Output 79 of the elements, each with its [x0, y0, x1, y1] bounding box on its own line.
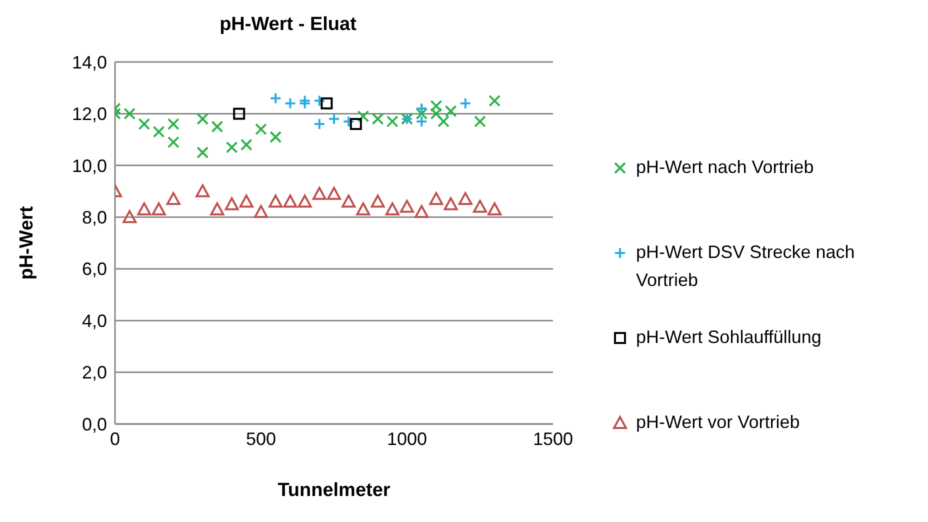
point: [196, 112, 209, 125]
y-tick-label: 8,0: [82, 208, 107, 228]
point: [312, 186, 326, 200]
point: [122, 210, 137, 224]
point: [328, 112, 340, 125]
point: [488, 94, 501, 107]
y-tick-label: 14,0: [72, 52, 107, 72]
legend-label: pH-Wert nach Vortrieb: [636, 156, 814, 179]
y-axis-title: pH-Wert: [16, 206, 38, 280]
x-tick-label: 1000: [386, 428, 428, 449]
point: [429, 192, 444, 206]
point: [488, 202, 502, 216]
legend-label: pH-Wert DSV Strecke nach Vortrieb: [636, 241, 856, 292]
point: [313, 94, 326, 107]
point: [152, 202, 166, 216]
y-tick-label: 12,0: [72, 104, 107, 124]
point: [270, 130, 282, 143]
y-tick-label: 6,0: [82, 259, 107, 280]
point: [268, 194, 283, 208]
point: [327, 186, 341, 200]
point: [240, 138, 252, 151]
point: [416, 108, 428, 120]
x-tick-label: 0: [110, 428, 120, 449]
point: [283, 194, 298, 208]
point: [255, 123, 267, 136]
point: [342, 194, 356, 208]
point: [284, 97, 296, 110]
legend-label: pH-Wert Sohlauffüllung: [636, 326, 822, 349]
point: [342, 115, 355, 128]
x-axis-title: Tunnelmeter: [278, 480, 391, 501]
point: [196, 146, 209, 158]
point: [416, 102, 428, 115]
point: [430, 100, 442, 112]
x-tick-label: 500: [246, 428, 276, 449]
point: [233, 108, 246, 120]
x-tick-label: 1500: [532, 428, 574, 449]
point: [370, 194, 385, 208]
point: [474, 115, 486, 128]
point: [320, 97, 333, 110]
y-tick-label: 10,0: [72, 156, 107, 176]
point: [137, 202, 152, 216]
point: [430, 108, 442, 120]
point: [385, 202, 400, 216]
point: [386, 115, 398, 128]
point: [313, 118, 326, 130]
point: [473, 200, 487, 213]
point: [416, 115, 428, 128]
point: [372, 112, 384, 125]
point: [357, 110, 370, 122]
point: [298, 94, 311, 107]
point: [167, 136, 180, 148]
point: [254, 204, 268, 218]
point: [210, 202, 224, 216]
point: [239, 194, 254, 208]
point: [166, 192, 180, 206]
point: [138, 118, 150, 130]
y-tick-label: 4,0: [82, 310, 107, 331]
point: [444, 197, 458, 210]
point: [224, 197, 239, 210]
point: [124, 108, 136, 120]
point: [152, 126, 165, 138]
point: [400, 200, 414, 213]
point: [211, 120, 224, 133]
y-tick-label: 0,0: [82, 414, 107, 434]
legend-label: pH-Wert vor Vortrieb: [636, 411, 800, 434]
point: [298, 194, 312, 208]
point: [438, 115, 450, 128]
point: [270, 92, 282, 104]
point: [444, 105, 457, 118]
chart-title: pH-Wert - Eluat: [218, 14, 358, 36]
point: [414, 204, 429, 218]
point: [458, 192, 472, 206]
point: [167, 118, 180, 130]
point: [196, 184, 210, 198]
point: [350, 118, 362, 130]
point: [356, 202, 370, 216]
point: [226, 141, 238, 154]
point: [459, 97, 472, 110]
y-tick-label: 2,0: [82, 362, 107, 383]
